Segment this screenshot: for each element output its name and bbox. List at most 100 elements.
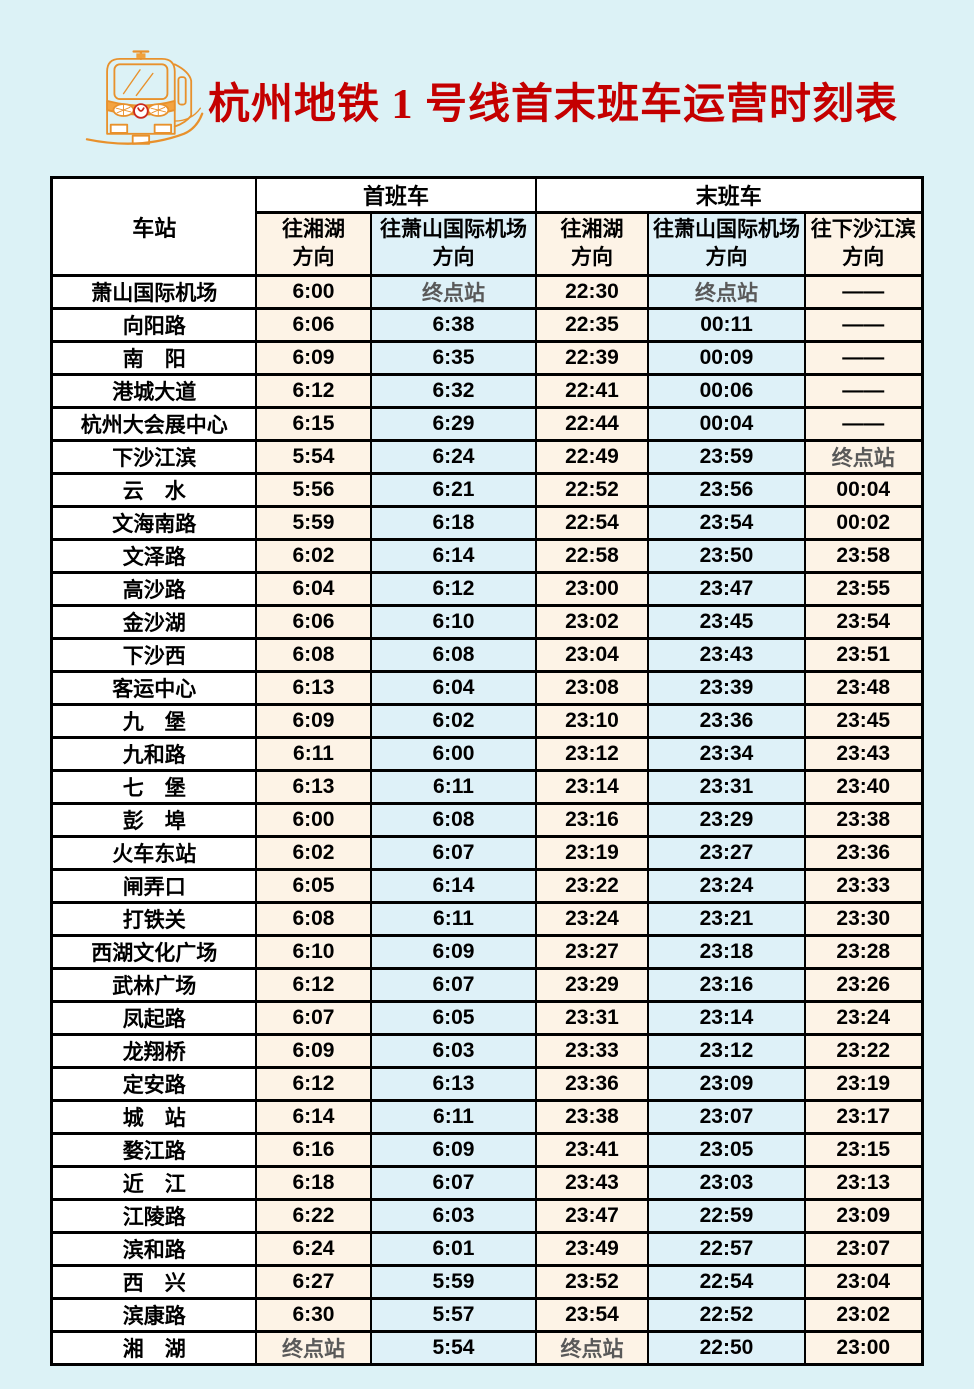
- station-name: 闸弄口: [50, 868, 257, 904]
- table-row: 龙翔桥 6:09 6:03 23:33 23:12 23:22: [50, 1033, 924, 1069]
- time-cell: 6:24: [254, 1231, 372, 1267]
- time-cell: 23:38: [803, 802, 924, 838]
- time-cell: 00:11: [646, 307, 806, 343]
- time-cell: 23:26: [803, 967, 924, 1003]
- time-cell: 23:00: [534, 571, 649, 607]
- time-cell: 6:07: [369, 1165, 537, 1201]
- time-cell: 23:45: [646, 604, 806, 640]
- col-header-last-train: 末班车: [534, 176, 924, 214]
- terminal-cell: 终点站: [369, 274, 537, 310]
- time-cell: 23:18: [646, 934, 806, 970]
- time-cell: 6:07: [369, 835, 537, 871]
- time-cell: 23:19: [534, 835, 649, 871]
- time-cell: 23:24: [646, 868, 806, 904]
- time-cell: 6:09: [369, 1132, 537, 1168]
- timetable-head: 车站 首班车 末班车 往湘湖 方向 往萧山国际机场 方向 往湘湖 方向 往萧山国际机场 方向往…: [50, 176, 924, 277]
- table-row: 湘 湖终点站 5:54 终点站 22:50 23:00: [50, 1330, 924, 1366]
- time-cell: 23:45: [803, 703, 924, 739]
- time-cell: 6:38: [369, 307, 537, 343]
- time-cell: 6:14: [254, 1099, 372, 1135]
- time-cell: 22:57: [646, 1231, 806, 1267]
- time-cell: 23:12: [534, 736, 649, 772]
- time-cell: 6:29: [369, 406, 537, 442]
- time-cell: 23:29: [534, 967, 649, 1003]
- time-cell: 23:09: [646, 1066, 806, 1102]
- time-cell: 23:14: [534, 769, 649, 805]
- no-service-cell: ——: [803, 307, 924, 343]
- station-name: 下沙西: [50, 637, 257, 673]
- time-cell: 6:02: [369, 703, 537, 739]
- table-row: 定安路 6:12 6:13 23:36 23:09 23:19: [50, 1066, 924, 1102]
- time-cell: 23:49: [534, 1231, 649, 1267]
- station-name: 九 堡: [50, 703, 257, 739]
- time-cell: 23:50: [646, 538, 806, 574]
- time-cell: 23:24: [534, 901, 649, 937]
- time-cell: 23:41: [534, 1132, 649, 1168]
- time-cell: 23:16: [534, 802, 649, 838]
- table-row: 下沙江滨 5:54 6:24 22:49 23:59 终点站: [50, 439, 924, 475]
- time-cell: 23:12: [646, 1033, 806, 1069]
- time-cell: 6:04: [369, 670, 537, 706]
- table-row: 打铁关 6:08 6:11 23:24 23:21 23:30: [50, 901, 924, 937]
- time-cell: 23:31: [646, 769, 806, 805]
- time-cell: 6:30: [254, 1297, 372, 1333]
- table-row: 凤起路 6:07 6:05 23:31 23:14 23:24: [50, 1000, 924, 1036]
- time-cell: 23:05: [646, 1132, 806, 1168]
- time-cell: 5:54: [254, 439, 372, 475]
- time-cell: 5:59: [369, 1264, 537, 1300]
- station-name: 凤起路: [50, 1000, 257, 1036]
- time-cell: 6:00: [254, 802, 372, 838]
- terminal-cell: 终点站: [534, 1330, 649, 1366]
- time-cell: 23:47: [534, 1198, 649, 1234]
- table-row: 南 阳 6:09 6:35 22:39 00:09 ——: [50, 340, 924, 376]
- col-subheader-direction: 往萧山国际机场 方向: [369, 211, 537, 277]
- time-cell: 6:18: [369, 505, 537, 541]
- time-cell: 6:11: [369, 1099, 537, 1135]
- time-cell: 23:38: [534, 1099, 649, 1135]
- terminal-cell: 终点站: [254, 1330, 372, 1366]
- table-row: 萧山国际机场 6:00 终点站 22:30 终点站 ——: [50, 274, 924, 310]
- col-subheader-direction: 往萧山国际机场 方向: [646, 211, 806, 277]
- time-cell: 6:13: [254, 769, 372, 805]
- table-row: 云 水 5:56 6:21 22:52 23:56 00:04: [50, 472, 924, 508]
- time-cell: 22:44: [534, 406, 649, 442]
- time-cell: 6:03: [369, 1033, 537, 1069]
- station-name: 城 站: [50, 1099, 257, 1135]
- time-cell: 23:33: [803, 868, 924, 904]
- table-row: 向阳路 6:06 6:38 22:35 00:11 ——: [50, 307, 924, 343]
- time-cell: 00:04: [803, 472, 924, 508]
- time-cell: 6:27: [254, 1264, 372, 1300]
- time-cell: 00:04: [646, 406, 806, 442]
- time-cell: 6:03: [369, 1198, 537, 1234]
- time-cell: 6:10: [254, 934, 372, 970]
- time-cell: 23:40: [803, 769, 924, 805]
- time-cell: 23:36: [534, 1066, 649, 1102]
- station-name: 高沙路: [50, 571, 257, 607]
- station-name: 湘 湖: [50, 1330, 257, 1366]
- time-cell: 6:11: [254, 736, 372, 772]
- time-cell: 6:06: [254, 604, 372, 640]
- time-cell: 23:30: [803, 901, 924, 937]
- time-cell: 6:13: [254, 670, 372, 706]
- station-name: 武林广场: [50, 967, 257, 1003]
- station-name: 九和路: [50, 736, 257, 772]
- time-cell: 6:12: [254, 1066, 372, 1102]
- time-cell: 6:13: [369, 1066, 537, 1102]
- time-cell: 6:00: [369, 736, 537, 772]
- col-header-first-train: 首班车: [254, 176, 537, 214]
- time-cell: 23:14: [646, 1000, 806, 1036]
- time-cell: 6:04: [254, 571, 372, 607]
- no-service-cell: ——: [803, 340, 924, 376]
- time-cell: 22:35: [534, 307, 649, 343]
- terminal-cell: 终点站: [803, 439, 924, 475]
- station-name: 龙翔桥: [50, 1033, 257, 1069]
- table-row: 七 堡 6:13 6:11 23:14 23:31 23:40: [50, 769, 924, 805]
- table-row: 滨康路 6:30 5:57 23:54 22:52 23:02: [50, 1297, 924, 1333]
- time-cell: 23:52: [534, 1264, 649, 1300]
- time-cell: 6:22: [254, 1198, 372, 1234]
- time-cell: 23:36: [646, 703, 806, 739]
- station-name: 南 阳: [50, 340, 257, 376]
- table-row: 城 站 6:14 6:11 23:38 23:07 23:17: [50, 1099, 924, 1135]
- time-cell: 6:00: [254, 274, 372, 310]
- time-cell: 6:12: [254, 967, 372, 1003]
